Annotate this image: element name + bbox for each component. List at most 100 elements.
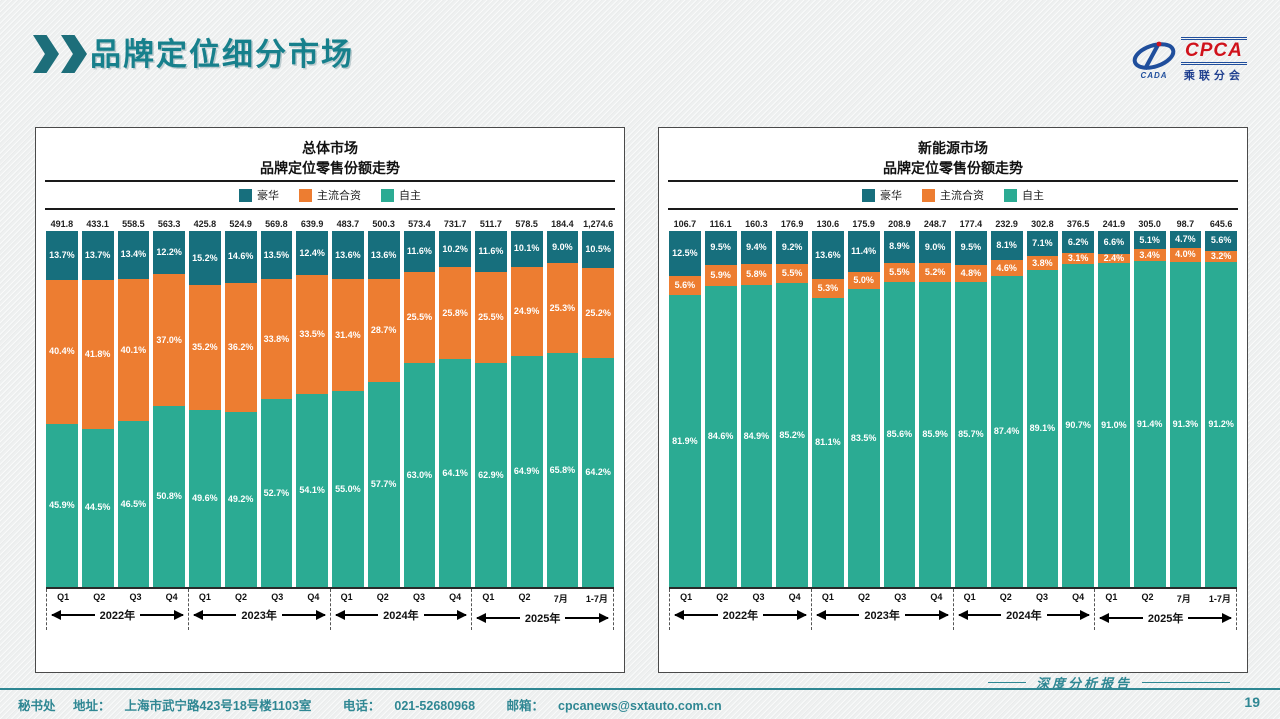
segment-luxury: 8.9% [883, 231, 916, 263]
year-arrow-row: 2023年 [189, 602, 330, 624]
year-arrow-row: 2025年 [1095, 605, 1236, 627]
year-group: Q1 Q2 Q3 Q4 2024年 [954, 589, 1096, 630]
stacked-bar: 8.9% 5.5% 85.6% [883, 231, 916, 587]
segment-value-label: 9.4% [746, 242, 767, 253]
x-tick-label: Q2 [716, 592, 729, 602]
segment-mainstream-jv: 3.8% [1026, 256, 1059, 270]
segment-domestic: 49.6% [189, 410, 221, 587]
segment-luxury: 9.5% [704, 231, 737, 265]
segment-mainstream-jv: 4.0% [1169, 247, 1202, 262]
segment-domestic: 90.7% [1062, 264, 1094, 587]
segment-domestic: 50.8% [153, 406, 185, 587]
chart-title: 总体市场 品牌定位零售份额走势 [260, 140, 400, 177]
divider [668, 180, 1238, 182]
bar-total-row: 491.8 433.1 558.5 563.3 425.8 524.9 569.8 639.9… [46, 219, 614, 229]
segment-mainstream-jv: 5.5% [883, 262, 916, 283]
bar-total-label: 558.5 [122, 219, 145, 229]
x-tick-label: Q4 [307, 592, 320, 602]
x-tick-label: Q1 [963, 592, 976, 602]
segment-mainstream-jv: 25.2% [582, 268, 614, 359]
stacked-bar: 5.1% 3.4% 91.4% [1133, 231, 1166, 587]
cada-emblem: CADA [1131, 40, 1177, 80]
segment-mainstream-jv: 25.5% [475, 272, 507, 364]
segment-mainstream-jv: 25.3% [546, 263, 579, 354]
stacked-bar: 11.4% 5.0% 83.5% [847, 231, 880, 587]
segment-value-label: 9.5% [710, 242, 731, 253]
segment-value-label: 40.4% [49, 346, 75, 357]
stacked-bar: 13.6% 28.7% 57.7% [367, 231, 400, 587]
segment-value-label: 85.7% [958, 428, 984, 439]
cada-swoosh-icon [1132, 41, 1176, 70]
bar-total-label: 731.7 [443, 219, 467, 229]
stacked-bar: 11.6% 25.5% 62.9% [475, 231, 507, 587]
stacked-bar: 5.6% 3.2% 91.2% [1205, 231, 1237, 587]
segment-luxury: 13.4% [117, 231, 150, 279]
segment-domestic: 44.5% [81, 428, 114, 587]
segment-domestic: 83.5% [847, 289, 880, 587]
bar-total-label: 483.7 [336, 219, 360, 229]
segment-value-label: 12.4% [299, 247, 325, 258]
divider [668, 208, 1238, 210]
segment-value-label: 81.9% [672, 435, 698, 446]
segment-domestic: 84.9% [740, 285, 773, 587]
x-tick-label: Q1 [198, 592, 211, 602]
bar-total-label: 248.7 [923, 219, 947, 229]
segment-mainstream-jv: 35.2% [189, 285, 221, 411]
x-tick-label: 7月 [553, 594, 568, 604]
segment-luxury: 10.1% [510, 231, 543, 267]
arrow-right-icon [1046, 610, 1090, 620]
stacked-bar: 6.6% 2.4% 91.0% [1098, 231, 1130, 587]
x-tick-label: Q2 [518, 592, 531, 602]
double-chevron-icon [33, 35, 87, 73]
bar-total-label: 425.8 [193, 219, 217, 229]
arrow-left-icon [192, 610, 237, 620]
segment-domestic: 49.2% [224, 411, 257, 587]
segment-domestic: 52.7% [260, 399, 293, 587]
segment-value-label: 11.6% [406, 246, 432, 257]
stacked-bar: 9.2% 5.5% 85.2% [776, 231, 808, 587]
x-tick-label: Q2 [235, 592, 248, 602]
stacked-bar: 12.5% 5.6% 81.9% [669, 231, 701, 587]
bar-total-label: 302.8 [1031, 219, 1054, 229]
year-group: Q1 Q2 Q3 Q4 2022年 [670, 589, 812, 630]
arrow-left-icon [674, 610, 718, 620]
stacked-bar: 13.7% 41.8% 44.5% [81, 231, 114, 587]
segment-luxury: 4.7% [1169, 231, 1202, 248]
legend-item: 自主 [381, 187, 421, 203]
stacked-bar: 9.5% 5.9% 84.6% [704, 231, 737, 587]
bar-total-label: 578.5 [515, 219, 538, 229]
x-axis: Q1 Q2 Q3 Q4 2022年 Q1 Q2 Q3 Q4 2023年 Q1 Q2 Q3 Q4 2… [669, 589, 1237, 630]
segment-domestic: 87.4% [990, 276, 1023, 587]
segment-domestic: 64.1% [439, 359, 471, 587]
segment-value-label: 25.5% [478, 312, 504, 323]
segment-value-label: 5.5% [781, 268, 803, 279]
bar-total-label: 208.9 [888, 219, 911, 229]
segment-value-label: 49.2% [227, 493, 254, 504]
segment-value-label: 3.1% [1067, 253, 1089, 264]
cpca-logo: CADA CPCA 乘联分会 [1131, 36, 1251, 84]
segment-value-label: 14.6% [227, 251, 254, 262]
bar-total-label: 376.5 [1066, 219, 1090, 229]
stacked-bar: 13.5% 33.8% 52.7% [260, 231, 293, 587]
segment-value-label: 44.5% [84, 502, 111, 513]
segment-domestic: 85.2% [776, 283, 808, 587]
email: 邮箱： cpcanews@sxtauto.com.cn [506, 699, 722, 713]
x-tick-label: Q4 [788, 592, 801, 602]
x-tick-label: Q2 [999, 592, 1012, 602]
year-group: Q1 Q2 Q3 Q4 2023年 [189, 589, 331, 630]
stacked-bar: 12.4% 33.5% 54.1% [296, 231, 328, 587]
secretariat-label: 秘书处 [18, 699, 56, 713]
year-label: 2023年 [864, 610, 900, 622]
segment-mainstream-jv: 3.2% [1205, 250, 1237, 263]
segment-luxury: 13.7% [81, 231, 114, 280]
bar-total-label: 130.6 [816, 219, 840, 229]
segment-mainstream-jv: 5.5% [776, 263, 808, 284]
segment-value-label: 64.1% [442, 467, 468, 478]
stacked-bar: 13.4% 40.1% 46.5% [117, 231, 150, 587]
bar-total-label: 645.6 [1209, 219, 1233, 229]
bar-total-label: 116.1 [709, 219, 732, 229]
segment-value-label: 45.9% [49, 499, 75, 510]
segment-value-label: 6.2% [1067, 236, 1089, 247]
segment-luxury: 11.6% [475, 231, 507, 273]
year-arrow-row: 2024年 [954, 602, 1095, 624]
